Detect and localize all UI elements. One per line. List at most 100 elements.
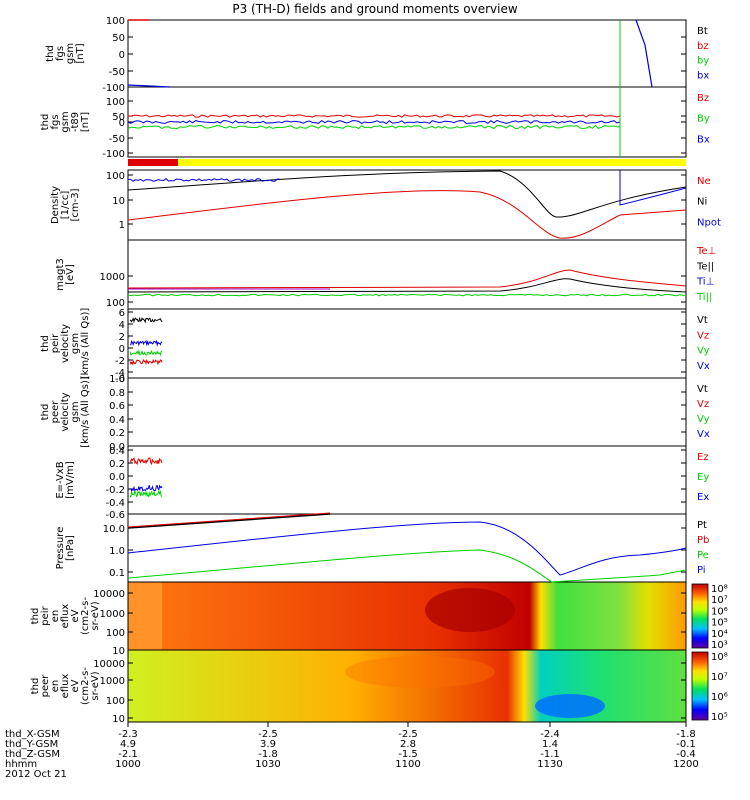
panel-frame <box>127 649 687 723</box>
y-tick-label: -100 <box>102 83 125 94</box>
y-tick-label: 50 <box>112 112 125 123</box>
legend-entry: Ti⊥ <box>696 277 714 288</box>
spectrogram-peak <box>425 588 515 632</box>
x-tick-label: -1.5 <box>398 749 418 760</box>
panel-4: 1000 100 magt3 [eV] Te⊥ Te|| Ti⊥ Ti|| <box>55 239 716 310</box>
legend-entry: Te⊥ <box>696 246 716 257</box>
trace-Pe <box>127 549 687 583</box>
legend-entry: Npot <box>697 217 721 228</box>
y-axis-label: gsm <box>60 111 71 132</box>
y-axis-label: [km/s (All Qs)] <box>80 308 91 380</box>
y-tick-label: 10.0 <box>103 524 125 535</box>
trace-Te-par <box>127 278 687 293</box>
trace-Vx <box>129 339 163 347</box>
y-axis-label: en <box>50 610 61 623</box>
y-axis-label: velocity <box>60 392 71 431</box>
y-axis-label: eV <box>70 609 81 622</box>
trace-Te-perp <box>127 269 687 289</box>
x-tick-label: 1100 <box>395 759 420 770</box>
y-tick-label: 4 <box>119 320 125 331</box>
y-axis-label: gsm <box>70 401 81 422</box>
y-tick-label: 0.0 <box>109 442 125 453</box>
legend-entry: Bx <box>697 134 710 145</box>
y-tick-label: -50 <box>109 67 125 78</box>
y-axis-label: [eV] <box>65 264 76 285</box>
y-axis-label: (cm2-s- <box>80 667 91 705</box>
y-tick-label: 0.0 <box>109 472 125 483</box>
x-tick-label: -1.1 <box>540 749 560 760</box>
colorbar-2 <box>691 651 709 721</box>
bottom-axis-row-label: thd_Y-GSM <box>5 739 58 750</box>
y-axis-label: thd <box>45 45 56 62</box>
y-tick-label: -2 <box>115 356 125 367</box>
y-axis-label: fgs <box>55 46 66 61</box>
y-axis-label: sr-eV) <box>90 671 101 700</box>
y-tick-label: 50 <box>112 33 125 44</box>
panel-1: 100 50 0 -50 -100 thd fgs gsm [nT] Bt bz by bx <box>45 16 709 94</box>
panel-frame <box>127 19 687 88</box>
y-axis-label: [nPa] <box>65 535 76 561</box>
panel-frame <box>127 239 687 310</box>
legend-entry: Vx <box>697 361 710 372</box>
y-axis-label: peer <box>50 400 61 424</box>
y-tick-label: 100 <box>106 628 125 639</box>
figure-title: P3 (TH-D) fields and ground moments over… <box>232 2 517 16</box>
trace-Ey <box>129 489 162 498</box>
y-tick-label: 10 <box>112 714 125 725</box>
y-axis-label: peir <box>50 333 61 353</box>
y-tick-label: 0 <box>119 344 125 355</box>
y-tick-label: 0 <box>119 50 125 61</box>
y-tick-label: 10000 <box>93 589 125 600</box>
x-tick-label: -2.1 <box>118 749 138 760</box>
y-tick-label: 1000 <box>100 676 125 687</box>
trace-Bx <box>127 119 621 125</box>
colorbar-1 <box>691 583 709 649</box>
trace-Ex <box>129 484 163 493</box>
y-axis-label: fgs <box>50 114 61 129</box>
y-axis-label: -t89 <box>70 112 81 132</box>
y-axis-label: [nT] <box>75 43 86 63</box>
y-axis-label: [mV/m] <box>65 461 76 499</box>
panel-frame <box>127 445 687 515</box>
legend-entry: Ti|| <box>696 292 712 303</box>
y-axis-label: thd <box>40 114 51 131</box>
x-tick-label: 1000 <box>115 759 140 770</box>
trace-Pt <box>127 513 331 529</box>
y-tick-label: -0.4 <box>105 498 125 509</box>
trace-Ez <box>129 457 163 466</box>
x-tick-label: -2.5 <box>398 729 418 740</box>
y-axis-label: eflux <box>60 604 71 629</box>
panel-frame <box>127 377 687 447</box>
legend-entry: Bz <box>697 93 709 104</box>
y-axis-label: [1/cc] <box>60 191 71 220</box>
panel-2: 100 500 -50 -100 thd fgs gsm -t89 [nT] Bz By Bx <box>40 86 710 160</box>
spectrogram-minimum <box>535 694 605 718</box>
y-tick-label: 0 <box>119 118 125 129</box>
y-axis-label: [km/s (All Qs)] <box>80 376 91 448</box>
y-tick-label: 10 <box>112 196 125 207</box>
panel-frame <box>127 513 687 583</box>
y-tick-label: -4 <box>115 368 125 379</box>
legend-entry: by <box>697 56 709 67</box>
y-tick-label: 10000 <box>93 659 125 670</box>
bottom-axis-row-label: hhmm <box>5 759 37 770</box>
y-axis-label: en <box>50 680 61 693</box>
legend-entry: bz <box>697 41 709 52</box>
colorbar-tick-label: 10⁸ <box>711 584 728 595</box>
colorbar-tick-label: 10⁴ <box>711 629 728 640</box>
panel-frame <box>127 308 687 379</box>
y-tick-label: 0.2 <box>109 428 125 439</box>
y-tick-label: -100 <box>102 149 125 160</box>
y-axis-label: peir <box>40 605 51 625</box>
status-bar-yellow <box>128 159 686 166</box>
y-axis-label: peer <box>40 674 51 698</box>
bottom-axis-row-label: thd_Z-GSM <box>5 749 60 760</box>
trace-Vy <box>129 349 163 357</box>
x-tick-label: 3.9 <box>260 739 276 750</box>
x-tick-label: -2.5 <box>258 729 278 740</box>
y-tick-label: -0.6 <box>105 510 125 521</box>
colorbar-tick-label: 10⁵ <box>711 618 728 629</box>
colorbar-tick-label: 10⁶ <box>711 692 728 703</box>
